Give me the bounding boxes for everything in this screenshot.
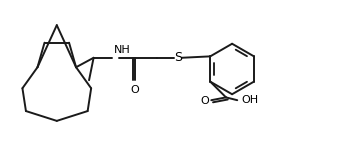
Text: O: O (130, 85, 139, 95)
Text: OH: OH (241, 95, 258, 105)
Text: O: O (201, 96, 209, 106)
Text: S: S (174, 51, 182, 64)
Text: NH: NH (114, 45, 130, 55)
